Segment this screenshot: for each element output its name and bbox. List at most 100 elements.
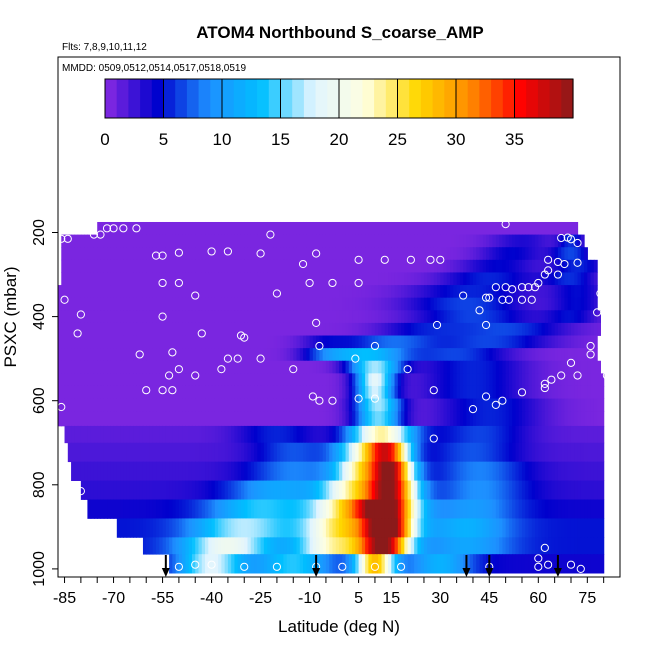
- heatmap-cell: [335, 385, 340, 399]
- heatmap-cell: [538, 360, 543, 374]
- heatmap-cell: [580, 537, 585, 555]
- heatmap-cell: [296, 425, 301, 444]
- heatmap-cell: [87, 461, 92, 481]
- heatmap-cell: [312, 518, 317, 538]
- heatmap-cell: [508, 537, 513, 555]
- heatmap-cell: [567, 411, 572, 427]
- heatmap-cell: [479, 480, 484, 500]
- heatmap-cell: [577, 499, 582, 519]
- heatmap-cell: [61, 285, 66, 299]
- heatmap-cell: [414, 425, 419, 444]
- heatmap-cell: [231, 285, 236, 299]
- heatmap-cell: [348, 259, 353, 273]
- heatmap-cell: [201, 247, 206, 261]
- heatmap-cell: [234, 310, 239, 324]
- heatmap-cell: [561, 247, 566, 261]
- heatmap-cell: [312, 480, 317, 500]
- heatmap-cell: [423, 373, 428, 387]
- heatmap-cell: [283, 360, 288, 374]
- heatmap-cell: [440, 518, 445, 538]
- heatmap-cell: [440, 247, 445, 261]
- heatmap-cell: [332, 272, 337, 286]
- heatmap-cell: [309, 272, 314, 286]
- heatmap-cell: [443, 322, 448, 336]
- heatmap-cell: [492, 425, 497, 444]
- heatmap-cell: [531, 537, 536, 555]
- heatmap-cell: [365, 411, 370, 427]
- heatmap-cell: [554, 234, 559, 248]
- heatmap-cell: [309, 360, 314, 374]
- heatmap-cell: [325, 272, 330, 286]
- heatmap-cell: [482, 348, 487, 362]
- heatmap-cell: [528, 285, 533, 299]
- heatmap-cell: [407, 554, 412, 574]
- heatmap-cell: [420, 499, 425, 519]
- heatmap-cell: [146, 310, 151, 324]
- heatmap-cell: [459, 385, 464, 399]
- heatmap-cell: [469, 461, 474, 481]
- sample-point: [485, 293, 494, 302]
- heatmap-cell: [505, 518, 510, 538]
- heatmap-cell: [322, 247, 327, 261]
- heatmap-cell: [146, 537, 151, 555]
- sample-point: [151, 251, 161, 260]
- heatmap-cell: [286, 247, 291, 261]
- heatmap-cell: [437, 322, 441, 336]
- heatmap-cell: [191, 272, 196, 286]
- heatmap-cell: [535, 537, 539, 555]
- heatmap-cell: [221, 442, 226, 463]
- heatmap-cell: [544, 322, 549, 336]
- heatmap-cell: [129, 411, 134, 427]
- heatmap-cell: [564, 297, 569, 311]
- heatmap-cell: [71, 461, 75, 481]
- heatmap-cell: [146, 480, 151, 500]
- heatmap-cell: [515, 272, 520, 286]
- heatmap-cell: [561, 518, 566, 538]
- heatmap-cell: [535, 461, 539, 481]
- heatmap-cell: [469, 348, 474, 362]
- heatmap-cell: [110, 411, 115, 427]
- heatmap-cell: [188, 480, 193, 500]
- heatmap-cell: [600, 373, 605, 387]
- heatmap-cell: [430, 259, 435, 273]
- heatmap-cell: [508, 297, 513, 311]
- heatmap-cell: [420, 348, 425, 362]
- heatmap-cell: [339, 234, 343, 248]
- heatmap-cell: [103, 247, 108, 261]
- heatmap-cell: [417, 385, 422, 399]
- heatmap-cell: [508, 518, 513, 538]
- heatmap-cell: [577, 348, 582, 362]
- heatmap-cell: [417, 537, 422, 555]
- heatmap-cell: [136, 322, 141, 336]
- heatmap-cell: [361, 259, 366, 273]
- heatmap-cell: [185, 461, 190, 481]
- heatmap-cell: [430, 398, 435, 412]
- heatmap-cell: [237, 480, 242, 500]
- heatmap-cell: [512, 518, 517, 538]
- heatmap-cell: [175, 348, 180, 362]
- heatmap-cell: [201, 554, 206, 574]
- heatmap-cell: [260, 285, 265, 299]
- heatmap-cell: [587, 480, 592, 500]
- heatmap-cell: [584, 360, 588, 374]
- heatmap-cell: [518, 425, 523, 444]
- heatmap-cell: [64, 310, 69, 324]
- heatmap-cell: [182, 411, 187, 427]
- heatmap-cell: [531, 554, 536, 574]
- heatmap-cell: [247, 411, 252, 427]
- heatmap-cell: [355, 335, 360, 349]
- heatmap-cell: [567, 221, 572, 236]
- heatmap-cell: [561, 360, 566, 374]
- heatmap-cell: [345, 234, 350, 248]
- heatmap-cell: [469, 398, 474, 412]
- heatmap-cell: [535, 322, 539, 336]
- heatmap-cell: [218, 411, 222, 427]
- heatmap-cell: [80, 480, 85, 500]
- heatmap-cell: [394, 373, 399, 387]
- heatmap-cell: [407, 385, 412, 399]
- heatmap-cell: [459, 310, 464, 324]
- sample-point: [540, 543, 549, 552]
- heatmap-cell: [263, 411, 268, 427]
- heatmap-cell: [544, 221, 549, 236]
- heatmap-cell: [554, 335, 559, 349]
